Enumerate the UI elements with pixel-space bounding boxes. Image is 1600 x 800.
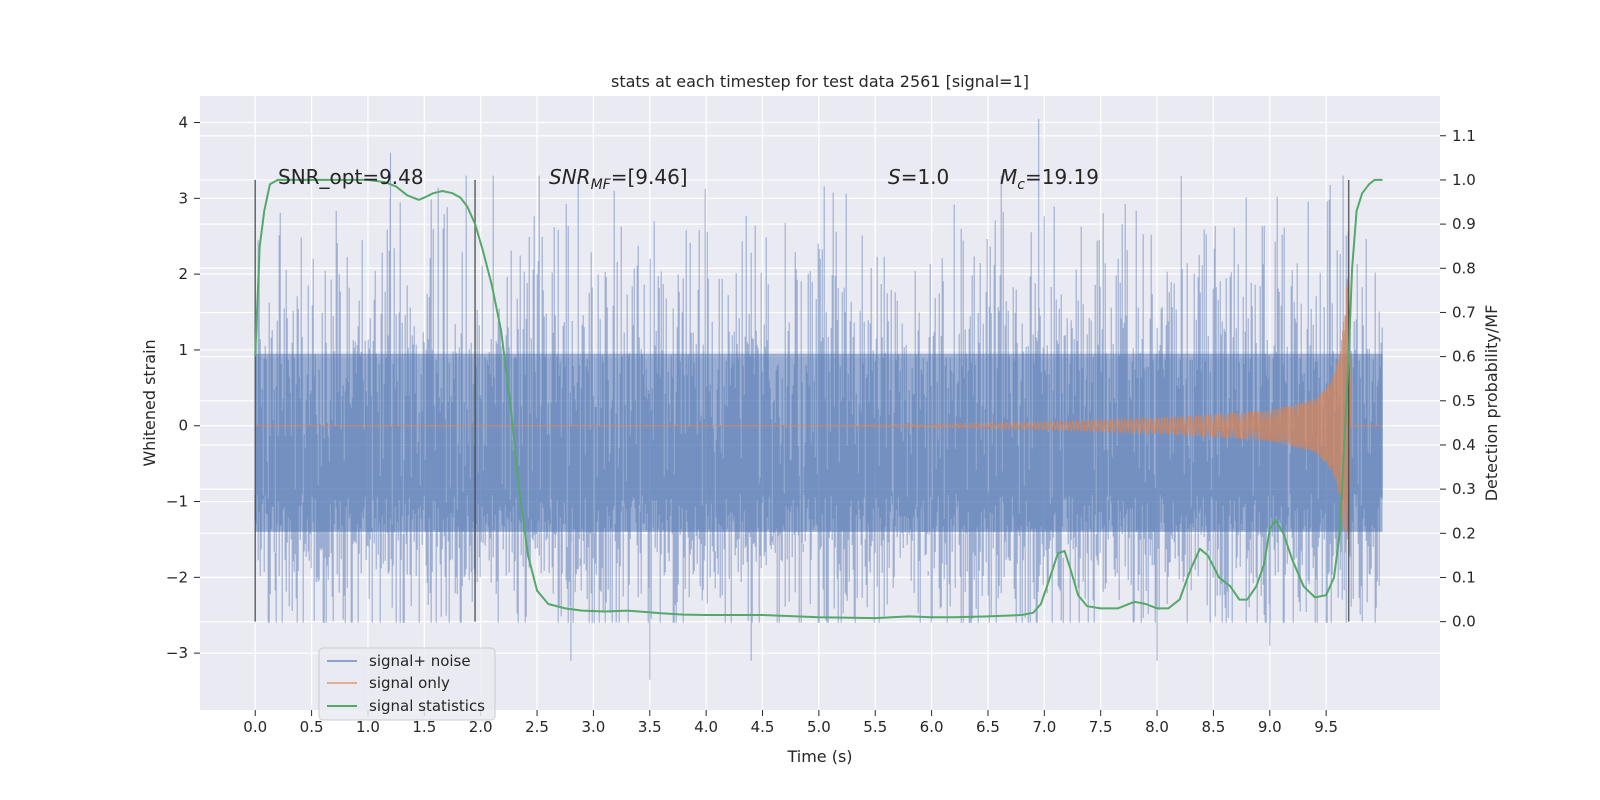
x-tick-label: 0.0 <box>243 718 267 736</box>
x-tick-label: 4.5 <box>751 718 775 736</box>
chart-title: stats at each timestep for test data 256… <box>611 72 1029 91</box>
y-tick-label: 0 <box>178 417 188 435</box>
x-tick-label: 9.0 <box>1258 718 1282 736</box>
annotation-snr-mf: SNRMF=[9.46] <box>549 165 688 193</box>
left-axis-ticks: 4 3 2 1 0 −1 −2 −3 <box>166 114 200 662</box>
x-tick-label: 8.5 <box>1201 718 1225 736</box>
signal-plus-noise-band <box>255 353 1383 532</box>
y2-tick-label: 0.3 <box>1452 480 1476 498</box>
x-tick-label: 1.0 <box>356 718 380 736</box>
noise-series <box>254 118 1383 680</box>
y-tick-label: −3 <box>166 644 188 662</box>
annotation-snr-opt: SNR_opt=9.48 <box>278 165 424 189</box>
annotation-s-value: =1.0 <box>901 165 950 189</box>
legend-label-statistics: signal statistics <box>369 697 485 715</box>
x-tick-label: 5.5 <box>863 718 887 736</box>
vertical-markers <box>254 179 1350 622</box>
y2-tick-label: 1.0 <box>1452 171 1476 189</box>
statistics-series <box>254 178 1383 620</box>
legend-frame <box>318 647 496 721</box>
y2-tick-label: 0.0 <box>1452 613 1476 631</box>
annotation-s: S=1.0 <box>888 165 949 189</box>
annotation-mc-symbol: M <box>1000 165 1017 189</box>
y2-tick-label: 0.7 <box>1452 303 1476 321</box>
x-tick-label: 6.0 <box>920 718 944 736</box>
annotation-mc-value: =19.19 <box>1025 165 1099 189</box>
x-tick-label: 0.5 <box>300 718 324 736</box>
annotation-snr-mf-subscript: MF <box>591 177 612 193</box>
y2-tick-label: 0.5 <box>1452 392 1476 410</box>
x-tick-label: 4.0 <box>694 718 718 736</box>
annotation-s-symbol: S <box>888 165 901 189</box>
annotation-snr-mf-symbol: SNR <box>549 165 591 189</box>
y2-tick-label: 1.1 <box>1452 127 1476 145</box>
x-tick-label: 9.5 <box>1314 718 1338 736</box>
bottom-axis-ticks: 0.0 0.5 1.0 1.5 2.0 2.5 3.0 3.5 4.0 4.5 5.0 5.5 6.0 6… <box>243 710 1338 736</box>
x-axis-label: Time (s) <box>786 747 852 766</box>
y2-tick-label: 0.1 <box>1452 568 1476 586</box>
y-tick-label: −2 <box>166 568 188 586</box>
y2-tick-label: 0.6 <box>1452 348 1476 366</box>
legend: signal+ noise signal only signal statist… <box>318 647 496 721</box>
annotation-snr-mf-value: =[9.46] <box>611 165 688 189</box>
y-tick-label: 1 <box>178 341 188 359</box>
signal-series <box>255 276 1383 556</box>
y-axis-label: Whitened strain <box>140 339 159 466</box>
y2-tick-label: 0.4 <box>1452 436 1476 454</box>
right-axis-ticks: 1.1 1.0 0.9 0.8 0.7 0.6 0.5 0.4 0.3 0.2 0.1 0.0 <box>1440 127 1476 631</box>
x-tick-label: 5.0 <box>807 718 831 736</box>
x-tick-label: 8.0 <box>1145 718 1169 736</box>
y-tick-label: 4 <box>178 114 188 132</box>
annotation-mc: Mc=19.19 <box>1000 165 1099 193</box>
x-tick-label: 1.5 <box>412 718 436 736</box>
annotation-mc-subscript: c <box>1017 177 1025 193</box>
x-tick-label: 3.0 <box>581 718 605 736</box>
x-tick-label: 3.5 <box>638 718 662 736</box>
y2-tick-label: 0.8 <box>1452 259 1476 277</box>
x-tick-label: 2.0 <box>469 718 493 736</box>
y2-axis-label: Detection probability/MF <box>1482 305 1501 502</box>
y-tick-label: 2 <box>178 265 188 283</box>
signal-only-line <box>255 276 1383 556</box>
y2-tick-label: 0.9 <box>1452 215 1476 233</box>
x-tick-label: 7.5 <box>1089 718 1113 736</box>
x-tick-label: 7.0 <box>1032 718 1056 736</box>
y2-tick-label: 0.2 <box>1452 524 1476 542</box>
y-tick-label: −1 <box>166 493 188 511</box>
x-tick-label: 6.5 <box>976 718 1000 736</box>
legend-label-signal: signal only <box>369 674 450 692</box>
x-tick-label: 2.5 <box>525 718 549 736</box>
y-tick-label: 3 <box>178 189 188 207</box>
signal-statistics-line <box>254 178 1383 620</box>
legend-label-noise: signal+ noise <box>369 652 471 670</box>
